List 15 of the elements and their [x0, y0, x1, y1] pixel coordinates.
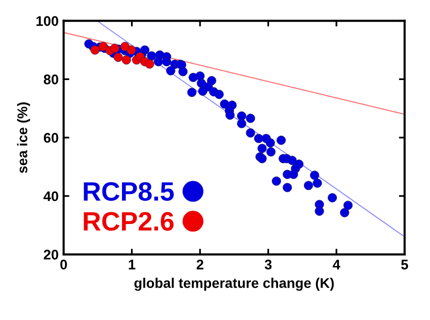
y-tick-label: 80: [44, 74, 58, 84]
legend-label: RCP2.6: [84, 212, 174, 231]
x-tick-label: 2: [196, 260, 204, 270]
x-tick-label: 1: [128, 260, 136, 270]
x-axis-title: global temperature change (K): [134, 278, 334, 291]
y-axis-title: sea ice (%): [17, 102, 30, 174]
x-tick-label: 0: [60, 260, 67, 270]
y-tick-label: 20: [44, 250, 58, 260]
y-tick-label: 100: [36, 16, 58, 26]
y-tick-label: 60: [44, 132, 58, 143]
legend-label: RCP8.5: [84, 182, 174, 201]
x-tick-label: 4: [332, 260, 340, 270]
x-tick-label: 5: [401, 260, 408, 270]
x-tick-label: 3: [264, 260, 272, 270]
y-tick-label: 40: [44, 191, 58, 202]
